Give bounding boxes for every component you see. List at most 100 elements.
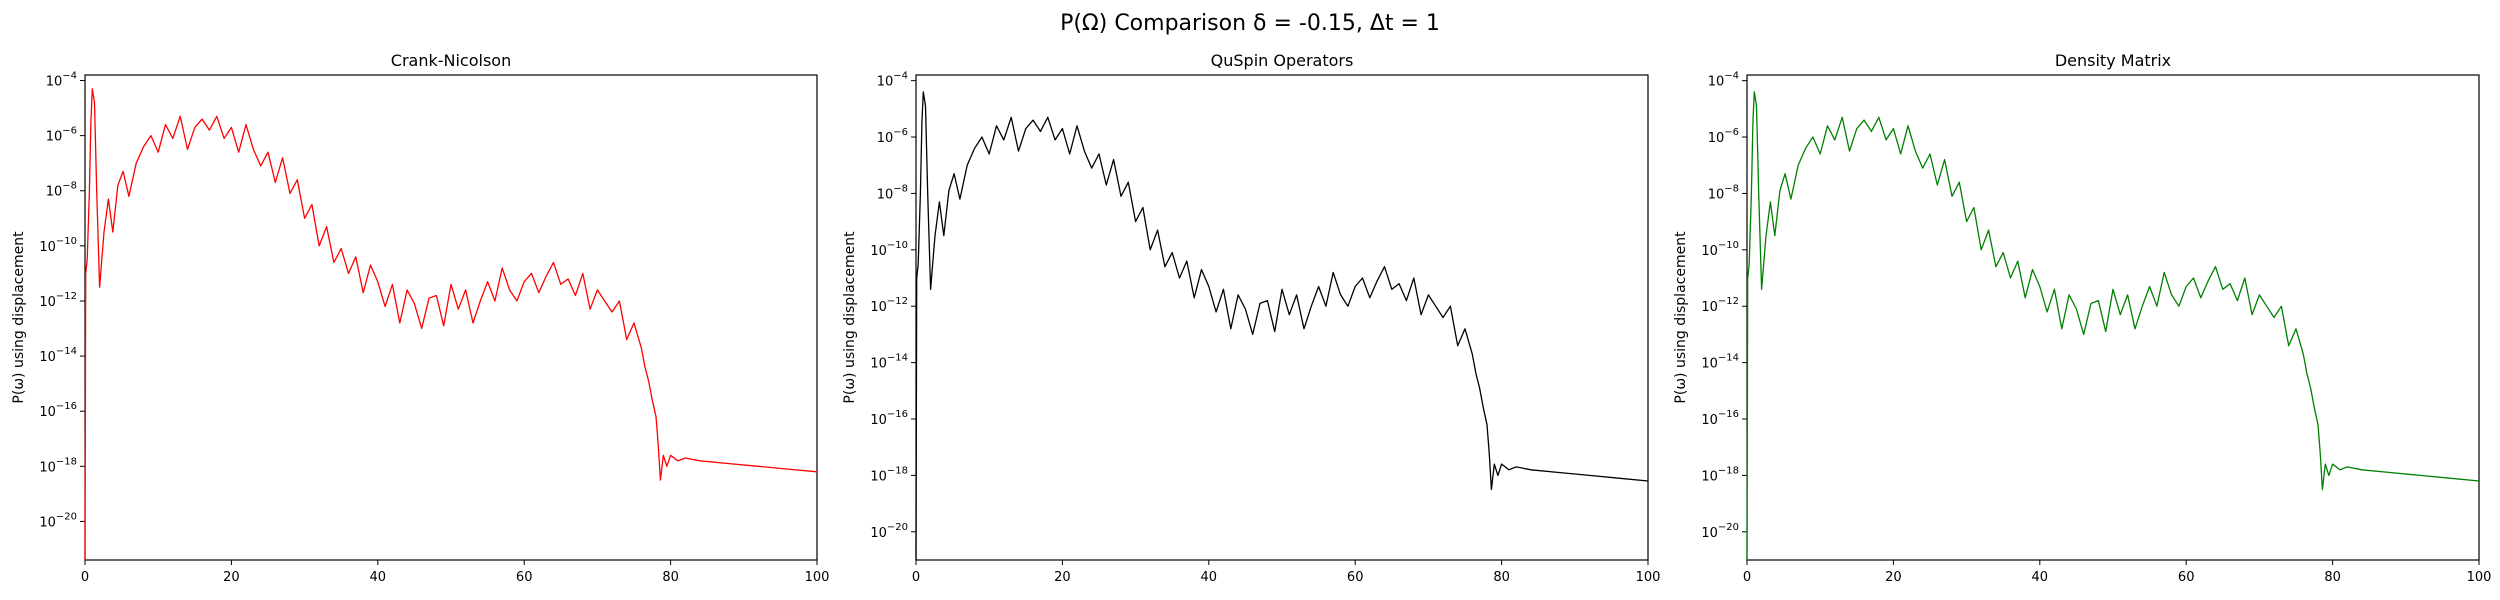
y-tick-label: 10−10	[39, 236, 77, 255]
y-tick-label: 10−12	[39, 291, 77, 310]
y-tick-exponent: −20	[56, 511, 77, 522]
y-tick-base: 10	[39, 405, 56, 420]
y-tick-exponent: −4	[893, 71, 908, 82]
y-axis-label: P(ω) using displacement	[1673, 231, 1689, 404]
y-tick-base: 10	[1708, 131, 1725, 146]
y-tick-label: 10−6	[46, 126, 77, 145]
y-tick-exponent: −10	[1718, 240, 1739, 251]
y-tick-exponent: −10	[887, 240, 908, 251]
y-tick-exponent: −20	[1718, 522, 1739, 533]
plot-area-frame	[84, 74, 818, 561]
y-tick-label: 10−16	[39, 401, 77, 420]
y-tick-base: 10	[46, 75, 63, 90]
x-tick-label: 0	[912, 570, 920, 585]
y-tick-base: 10	[39, 460, 56, 475]
y-tick-exponent: −6	[62, 126, 77, 137]
y-tick-base: 10	[1701, 244, 1718, 259]
y-tick-exponent: −18	[56, 456, 77, 467]
chart-panel-3: Density Matrix P(ω) using displacement 0 20…	[1673, 51, 2491, 585]
x-tick-label: 20	[1885, 570, 1902, 585]
y-tick-exponent: −18	[887, 465, 908, 476]
y-tick-base: 10	[39, 240, 56, 255]
x-tick-label: 60	[2178, 570, 2195, 585]
y-tick-label: 10−20	[39, 511, 77, 530]
y-tick-base: 10	[1708, 75, 1725, 90]
y-tick-exponent: −16	[56, 401, 77, 412]
x-tick-label: 0	[81, 570, 89, 585]
y-tick-exponent: −14	[887, 353, 908, 364]
y-axis-label: P(ω) using displacement	[842, 231, 858, 404]
x-tick-label: 100	[1636, 570, 1661, 585]
y-tick-label: 10−6	[877, 127, 908, 146]
x-tick-label: 60	[516, 570, 533, 585]
y-tick-exponent: −6	[893, 127, 908, 138]
x-tick-label: 20	[1054, 570, 1071, 585]
y-tick-label: 10−4	[46, 71, 77, 90]
figure-title: P(Ω) Comparison δ = -0.15, Δt = 1	[1060, 11, 1440, 36]
y-tick-base: 10	[870, 357, 887, 372]
y-axis-label: P(ω) using displacement	[11, 231, 27, 404]
panel-title: Density Matrix	[2055, 51, 2171, 70]
y-tick-label: 10−14	[870, 353, 908, 372]
series-line-1	[84, 88, 818, 561]
y-tick-exponent: −12	[1718, 296, 1739, 307]
y-tick-exponent: −18	[1718, 465, 1739, 476]
y-tick-base: 10	[870, 300, 887, 315]
y-tick-base: 10	[877, 187, 894, 202]
x-tick-label: 20	[223, 570, 240, 585]
y-tick-label: 10−14	[1701, 353, 1739, 372]
y-tick-base: 10	[1701, 357, 1718, 372]
series-line-1	[915, 91, 1649, 561]
panel-title: Crank-Nicolson	[391, 51, 511, 70]
series-line-1	[1746, 91, 2480, 561]
y-tick-base: 10	[39, 295, 56, 310]
x-tick-label: 100	[2467, 570, 2492, 585]
y-tick-label: 10−8	[877, 183, 908, 202]
x-tick-label: 0	[1743, 570, 1751, 585]
x-tick-label: 60	[1347, 570, 1364, 585]
y-tick-exponent: −10	[56, 236, 77, 247]
y-tick-base: 10	[46, 130, 63, 145]
y-tick-exponent: −4	[62, 71, 77, 82]
y-tick-exponent: −16	[1718, 409, 1739, 420]
y-tick-exponent: −16	[887, 409, 908, 420]
y-tick-label: 10−16	[870, 409, 908, 428]
y-tick-label: 10−18	[870, 465, 908, 484]
y-tick-label: 10−10	[1701, 240, 1739, 259]
x-tick-label: 80	[2324, 570, 2341, 585]
y-tick-exponent: −8	[62, 181, 77, 192]
y-tick-base: 10	[870, 244, 887, 259]
y-tick-label: 10−10	[870, 240, 908, 259]
y-tick-exponent: −14	[56, 346, 77, 357]
y-tick-base: 10	[870, 469, 887, 484]
y-tick-base: 10	[877, 131, 894, 146]
y-tick-label: 10−12	[870, 296, 908, 315]
y-tick-base: 10	[1701, 469, 1718, 484]
y-tick-label: 10−18	[1701, 465, 1739, 484]
y-tick-label: 10−18	[39, 456, 77, 475]
y-tick-base: 10	[39, 350, 56, 365]
y-tick-label: 10−20	[870, 522, 908, 541]
y-tick-exponent: −8	[1724, 183, 1739, 194]
y-tick-base: 10	[1708, 187, 1725, 202]
y-tick-base: 10	[1701, 526, 1718, 541]
x-tick-label: 40	[370, 570, 387, 585]
y-tick-exponent: −6	[1724, 127, 1739, 138]
y-tick-label: 10−8	[46, 181, 77, 200]
y-tick-exponent: −12	[56, 291, 77, 302]
y-tick-exponent: −8	[893, 183, 908, 194]
y-tick-label: 10−4	[1708, 71, 1739, 90]
y-tick-label: 10−20	[1701, 522, 1739, 541]
x-tick-label: 80	[1493, 570, 1510, 585]
y-tick-base: 10	[877, 75, 894, 90]
y-tick-label: 10−14	[39, 346, 77, 365]
plot-area-frame	[1746, 74, 2480, 561]
panel-title: QuSpin Operators	[1211, 51, 1354, 70]
x-tick-label: 80	[662, 570, 679, 585]
x-tick-label: 40	[2032, 570, 2049, 585]
chart-panel-1: Crank-Nicolson P(ω) using displacement 0 20…	[11, 51, 829, 585]
y-tick-exponent: −4	[1724, 71, 1739, 82]
y-tick-base: 10	[1701, 300, 1718, 315]
y-tick-label: 10−8	[1708, 183, 1739, 202]
